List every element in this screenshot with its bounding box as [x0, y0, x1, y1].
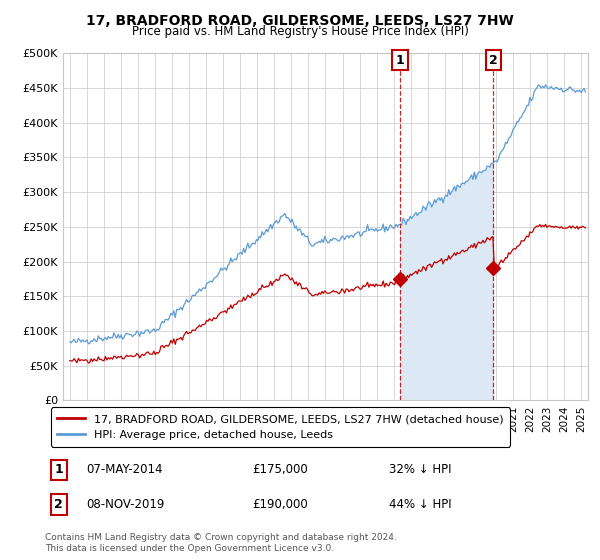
Text: 07-MAY-2014: 07-MAY-2014 [86, 463, 163, 477]
Text: Contains HM Land Registry data © Crown copyright and database right 2024.
This d: Contains HM Land Registry data © Crown c… [45, 533, 397, 553]
Text: 2: 2 [54, 498, 63, 511]
Text: £190,000: £190,000 [253, 498, 308, 511]
Text: £175,000: £175,000 [253, 463, 308, 477]
Text: 32% ↓ HPI: 32% ↓ HPI [389, 463, 451, 477]
Text: 17, BRADFORD ROAD, GILDERSOME, LEEDS, LS27 7HW: 17, BRADFORD ROAD, GILDERSOME, LEEDS, LS… [86, 14, 514, 28]
Text: 44% ↓ HPI: 44% ↓ HPI [389, 498, 452, 511]
Text: Price paid vs. HM Land Registry's House Price Index (HPI): Price paid vs. HM Land Registry's House … [131, 25, 469, 38]
Text: 1: 1 [395, 54, 404, 67]
Legend: 17, BRADFORD ROAD, GILDERSOME, LEEDS, LS27 7HW (detached house), HPI: Average pr: 17, BRADFORD ROAD, GILDERSOME, LEEDS, LS… [50, 408, 510, 446]
Text: 2: 2 [489, 54, 498, 67]
Text: 1: 1 [54, 463, 63, 477]
Text: 08-NOV-2019: 08-NOV-2019 [86, 498, 164, 511]
